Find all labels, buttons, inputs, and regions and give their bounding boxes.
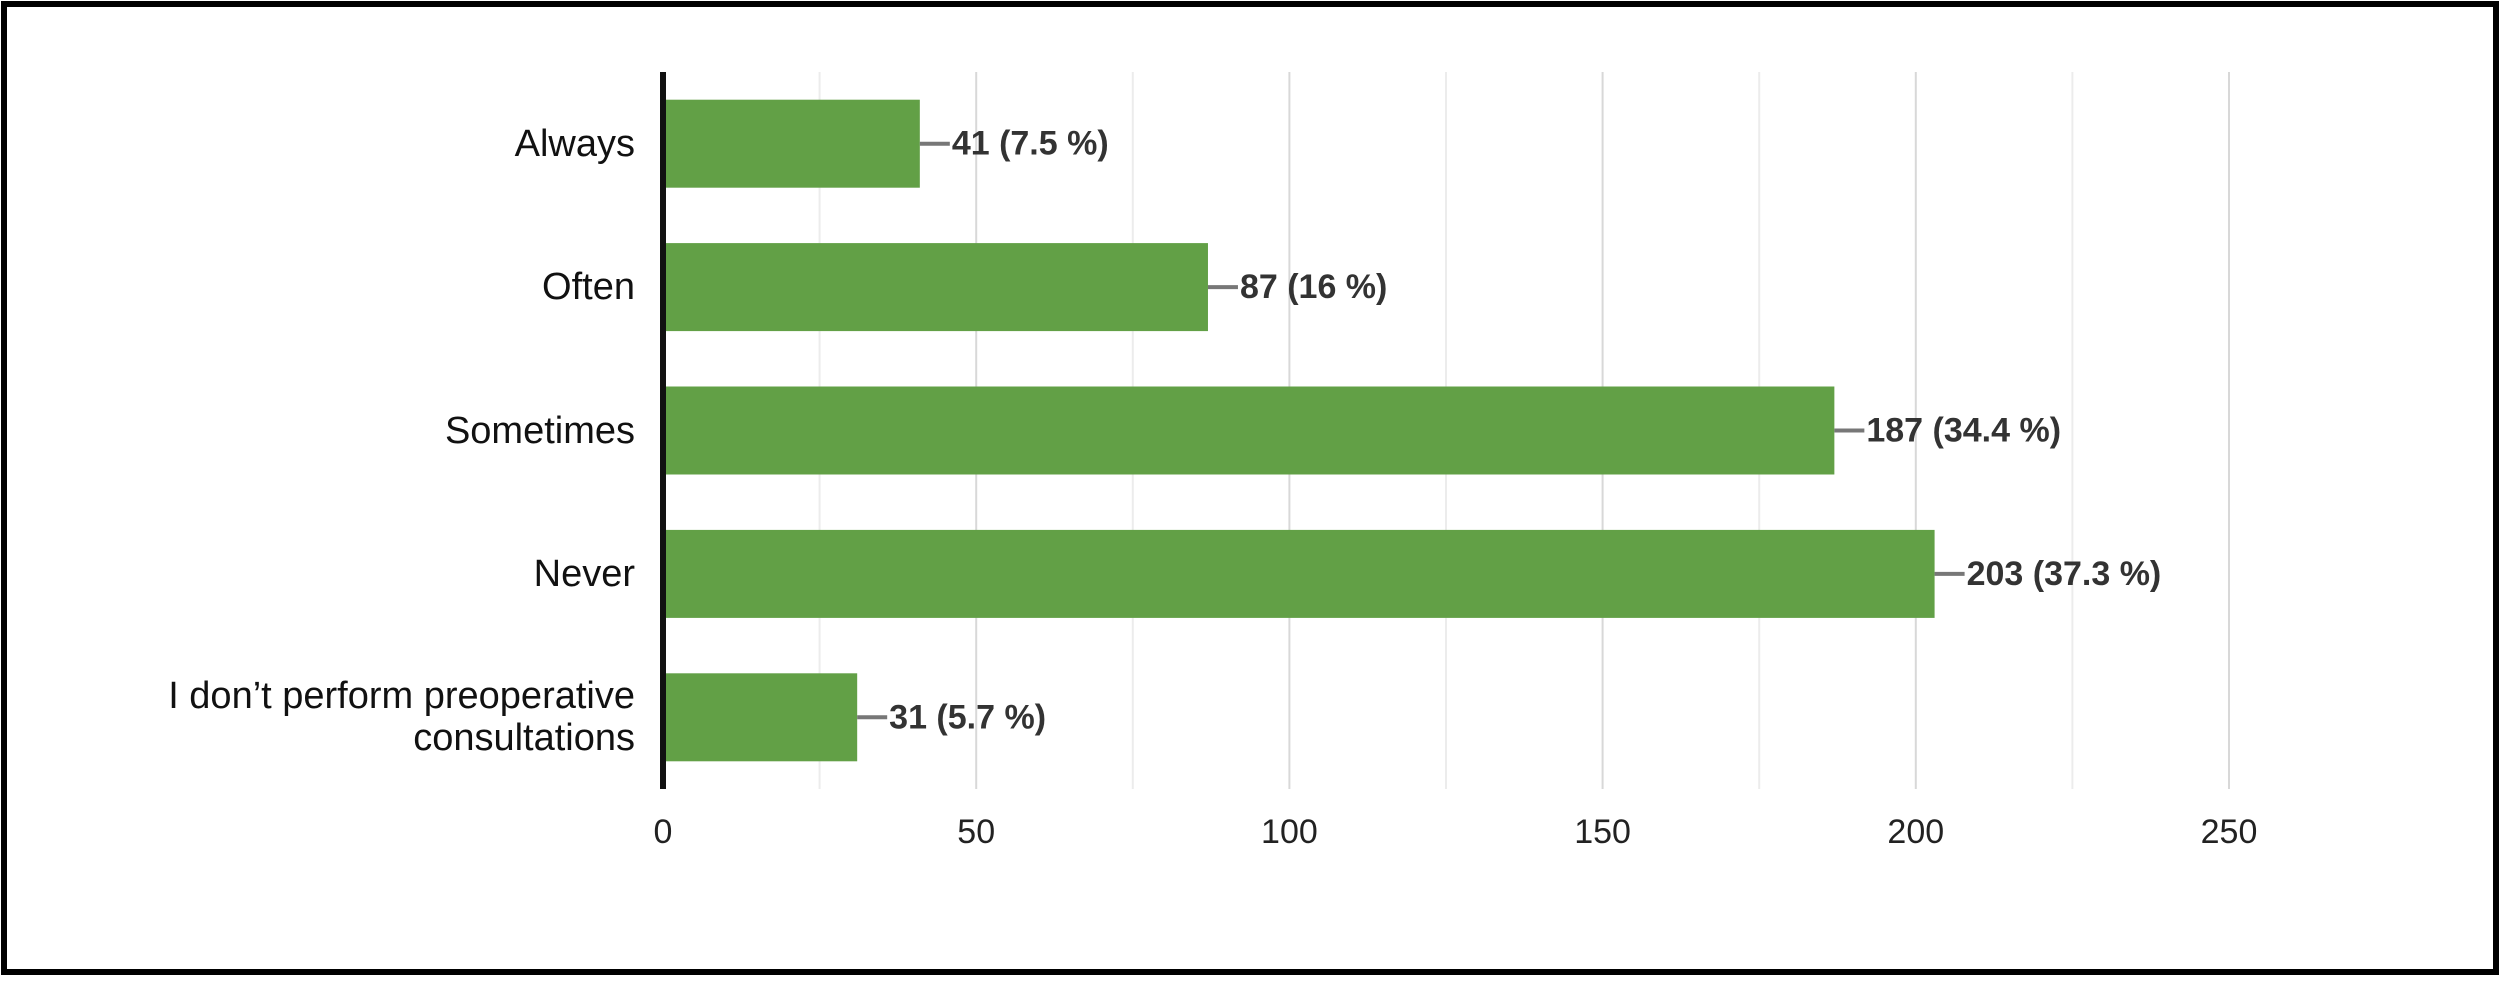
value-label: 203 (37.3 %): [1967, 555, 2162, 593]
y-tick-text: Sometimes: [444, 409, 635, 452]
bar: [663, 99, 920, 188]
category-label-box: Never: [60, 514, 635, 634]
value-label: 187 (34.4 %): [1866, 411, 2061, 449]
y-tick-label: I don’t perform preoperative consultatio…: [60, 657, 635, 777]
y-tick-label: Never: [60, 514, 635, 634]
y-tick-text: Always: [514, 122, 635, 165]
value-label: 87 (16 %): [1240, 268, 1387, 306]
category-label-box: Always: [60, 84, 635, 204]
category-label-box: Sometimes: [60, 371, 635, 491]
y-tick-label: Always: [60, 84, 635, 204]
x-tick-label: 0: [654, 813, 673, 851]
y-tick-label: Sometimes: [60, 371, 635, 491]
y-tick-text: I don’t perform preoperative consultatio…: [168, 675, 635, 760]
bar: [663, 529, 1935, 618]
value-label: 41 (7.5 %): [952, 125, 1109, 163]
category-label-box: Often: [60, 227, 635, 347]
bar: [663, 673, 858, 762]
x-tick-label: 150: [1574, 813, 1631, 851]
category-label-box: I don’t perform preoperative consultatio…: [60, 657, 635, 777]
y-tick-text: Often: [542, 266, 635, 309]
x-tick-label: 100: [1261, 813, 1318, 851]
bar: [663, 386, 1835, 475]
y-tick-text: Never: [533, 552, 635, 595]
x-tick-label: 50: [957, 813, 995, 851]
value-label: 31 (5.7 %): [889, 698, 1046, 736]
x-tick-label: 200: [1887, 813, 1944, 851]
x-tick-label: 250: [2201, 813, 2258, 851]
y-tick-label: Often: [60, 227, 635, 347]
bar: [663, 243, 1208, 332]
